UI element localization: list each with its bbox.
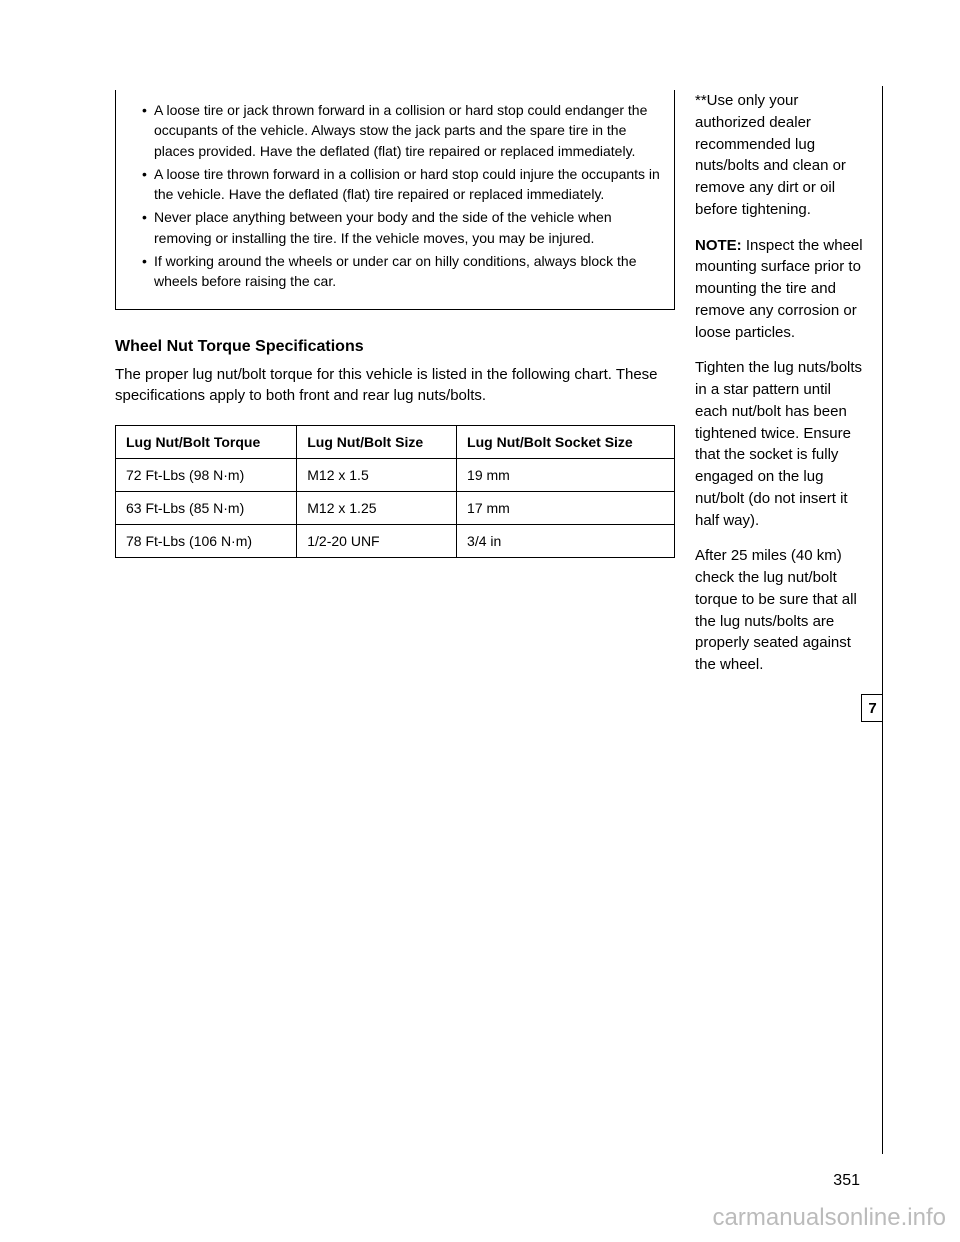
warning-item: Never place anything between your body a… bbox=[142, 207, 660, 248]
warning-box: A loose tire or jack thrown forward in a… bbox=[115, 90, 675, 310]
table-row: 78 Ft-Lbs (106 N·m) 1/2-20 UNF 3/4 in bbox=[116, 525, 675, 558]
torque-spec-table: Lug Nut/Bolt Torque Lug Nut/Bolt Size Lu… bbox=[115, 425, 675, 558]
dealer-note: **Use only your authorized dealer recomm… bbox=[695, 90, 865, 221]
warning-item: A loose tire or jack thrown forward in a… bbox=[142, 100, 660, 161]
warning-item: If working around the wheels or under ca… bbox=[142, 251, 660, 292]
table-cell: M12 x 1.5 bbox=[297, 459, 457, 492]
tab-line bbox=[882, 86, 883, 1154]
page-footer: 351 bbox=[833, 1172, 860, 1190]
section-intro: The proper lug nut/bolt torque for this … bbox=[115, 364, 675, 408]
table-header: Lug Nut/Bolt Torque bbox=[116, 426, 297, 459]
table-cell: 63 Ft-Lbs (85 N·m) bbox=[116, 492, 297, 525]
warning-list: A loose tire or jack thrown forward in a… bbox=[130, 100, 660, 292]
warning-item: A loose tire thrown forward in a collisi… bbox=[142, 164, 660, 205]
table-cell: 72 Ft-Lbs (98 N·m) bbox=[116, 459, 297, 492]
chapter-tab: 7 bbox=[861, 694, 883, 722]
table-header-row: Lug Nut/Bolt Torque Lug Nut/Bolt Size Lu… bbox=[116, 426, 675, 459]
table-header: Lug Nut/Bolt Socket Size bbox=[457, 426, 675, 459]
table-cell: 3/4 in bbox=[457, 525, 675, 558]
recheck-instruction: After 25 miles (40 km) check the lug nut… bbox=[695, 545, 865, 676]
table-row: 72 Ft-Lbs (98 N·m) M12 x 1.5 19 mm bbox=[116, 459, 675, 492]
table-cell: 19 mm bbox=[457, 459, 675, 492]
table-row: 63 Ft-Lbs (85 N·m) M12 x 1.25 17 mm bbox=[116, 492, 675, 525]
warning-content: A loose tire or jack thrown forward in a… bbox=[116, 90, 674, 309]
table-cell: 17 mm bbox=[457, 492, 675, 525]
table-header: Lug Nut/Bolt Size bbox=[297, 426, 457, 459]
tighten-instruction: Tighten the lug nuts/bolts in a star pat… bbox=[695, 357, 865, 531]
watermark: carmanualsonline.info bbox=[713, 1204, 946, 1232]
right-column: **Use only your authorized dealer recomm… bbox=[695, 90, 865, 690]
table-cell: 1/2-20 UNF bbox=[297, 525, 457, 558]
note-label: NOTE: bbox=[695, 237, 742, 254]
table-cell: M12 x 1.25 bbox=[297, 492, 457, 525]
table-cell: 78 Ft-Lbs (106 N·m) bbox=[116, 525, 297, 558]
